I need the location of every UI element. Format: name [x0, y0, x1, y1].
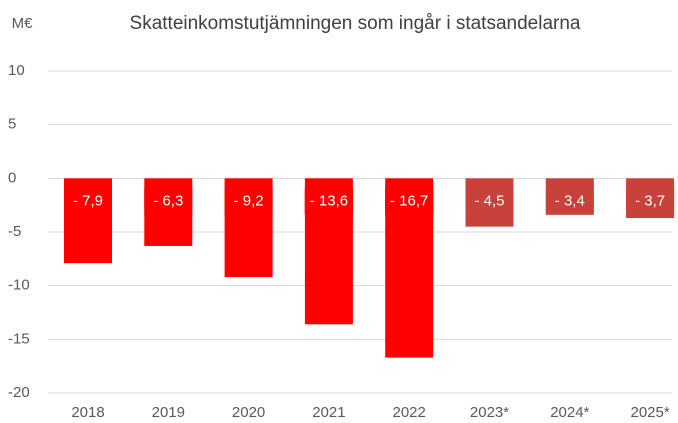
x-tick-label: 2018: [71, 404, 104, 421]
value-label-bg: [304, 188, 354, 215]
value-label: - 16,7: [390, 192, 428, 209]
y-tick-label: 5: [8, 116, 16, 133]
value-label-bg: [144, 188, 193, 215]
value-label: - 3,7: [635, 192, 665, 209]
x-tick-label: 2025*: [630, 404, 669, 421]
y-tick-label: -15: [8, 330, 30, 347]
value-label-bg: [545, 188, 594, 215]
x-tick-label: 2019: [152, 404, 185, 421]
x-tick-label: 2022: [393, 404, 426, 421]
y-tick-label: 10: [8, 62, 25, 79]
value-label: - 7,9: [73, 192, 103, 209]
value-label-bg: [385, 188, 434, 215]
value-label: - 9,2: [234, 192, 264, 209]
x-tick-label: 2024*: [550, 404, 589, 421]
y-tick-label: -5: [8, 223, 21, 240]
y-tick-label: -10: [8, 277, 30, 294]
value-label-bg: [626, 188, 675, 215]
x-tick-label: 2020: [232, 404, 265, 421]
y-tick-label: -20: [8, 384, 30, 401]
chart-title: Skatteinkomstutjämningen som ingår i sta…: [130, 13, 581, 34]
y-axis-label: M€: [12, 15, 33, 32]
value-label-bg: [224, 188, 273, 215]
value-label: - 6,3: [153, 192, 183, 209]
value-label: - 13,6: [310, 192, 348, 209]
x-tick-label: 2023*: [470, 404, 509, 421]
y-tick-label: 0: [8, 169, 16, 186]
value-label-bg: [64, 188, 112, 215]
value-label-bg: [465, 188, 514, 215]
value-label: - 4,5: [474, 192, 504, 209]
x-tick-label: 2021: [312, 404, 345, 421]
value-label: - 3,4: [555, 192, 585, 209]
